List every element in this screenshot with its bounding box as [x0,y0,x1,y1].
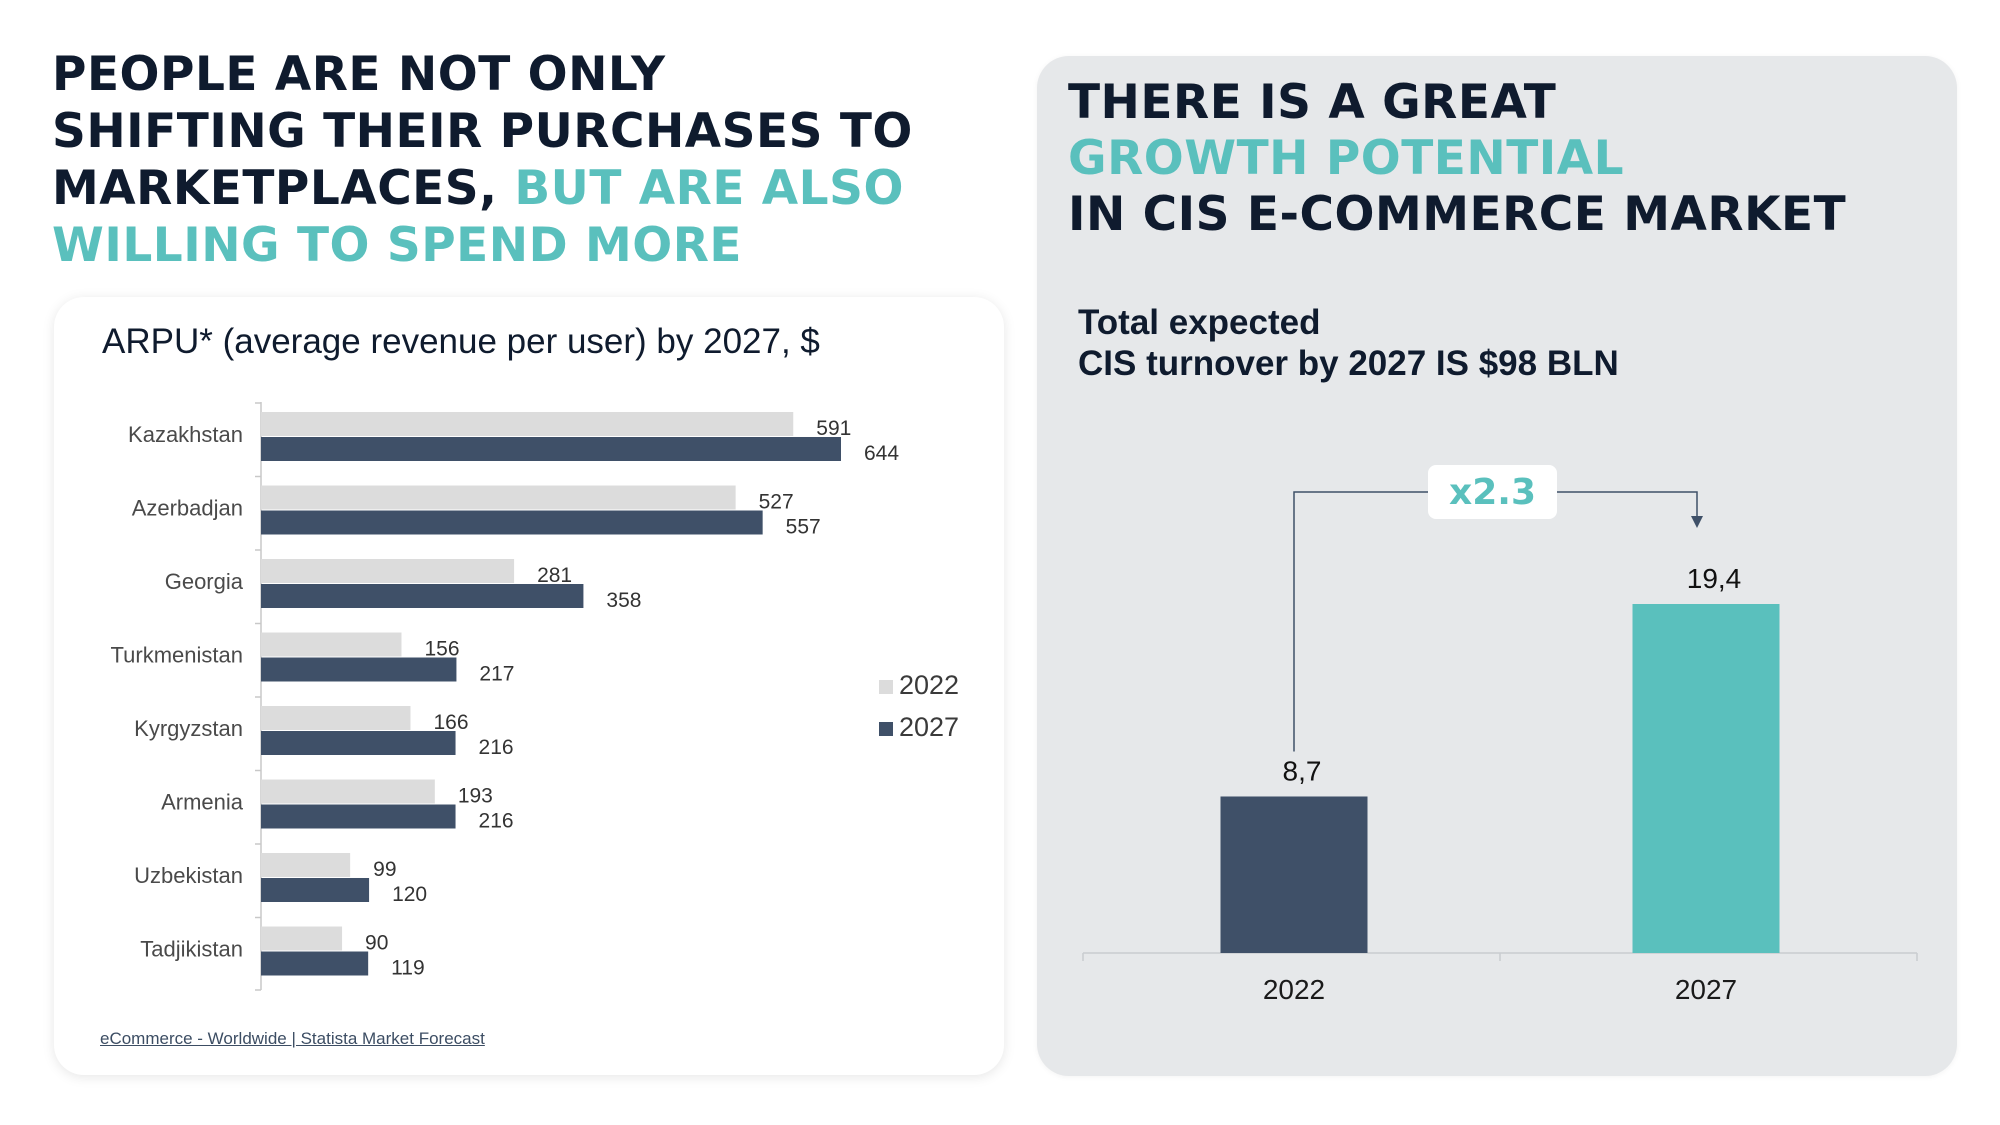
bar-2022 [261,412,794,436]
left-headline-line-1: PEOPLE ARE NOT ONLY [52,47,666,102]
bar-value-label-2022: 156 [424,638,459,661]
bar-value-label-2022: 166 [434,711,469,734]
legend-swatch-2022 [879,680,893,694]
bar-value-label-2022: 99 [373,858,396,881]
bar-value-label-2022: 90 [365,932,388,955]
bar-value-label-2027: 216 [479,810,514,833]
arpu-chart-title: ARPU* (average revenue per user) by 2027… [102,322,820,361]
bar-value-label-2027: 358 [606,589,641,612]
right-headline: THERE IS A GREAT GROWTH POTENTIAL IN CIS… [1068,75,1846,243]
left-headline-line-3-dark: MARKETPLACES, [52,161,515,216]
turnover-subtitle-line-2: CIS turnover by 2027 IS $98 BLN [1078,344,1619,383]
left-headline-line-4: WILLING TO SPEND MORE [52,218,743,273]
connector-arrowhead [1691,516,1703,528]
x-category-label: 2022 [1263,974,1325,1005]
left-headline: PEOPLE ARE NOT ONLY SHIFTING THEIR PURCH… [52,46,913,274]
bar-2027 [261,804,456,829]
category-label: Tadjikistan [140,937,243,962]
legend-label-2022: 2022 [899,670,959,700]
bar-2022 [261,853,351,877]
category-label: Georgia [165,569,244,594]
bar-2022 [261,559,515,583]
bar-value-label-2022: 193 [458,785,493,808]
multiplier-badge: x2.3 [1428,465,1557,519]
bar-2027 [261,584,584,608]
bar-2027 [261,657,457,682]
bar-2027 [261,951,369,976]
source-link[interactable]: eCommerce - Worldwide | Statista Market … [100,1029,485,1048]
bar-value-label: 19,4 [1687,563,1742,594]
bar-2027 [261,731,456,755]
bar-value-label-2027: 119 [391,957,424,980]
bar-2027 [261,437,841,461]
bar-2022 [261,706,411,730]
bar-value-label-2027: 216 [479,736,514,759]
bar-2022 [261,779,435,804]
left-headline-line-3-highlight: BUT ARE ALSO [514,161,904,216]
bar-2022 [261,485,736,510]
right-headline-line-3: IN CIS E-COMMERCE MARKET [1068,187,1847,242]
turnover-subtitle-line-1: Total expected [1078,303,1321,342]
left-headline-line-2: SHIFTING THEIR PURCHASES TO [52,104,913,159]
growth-card [1037,56,1957,1076]
bar-2022 [261,632,402,657]
bar-value-label-2027: 120 [392,883,427,906]
x-category-label: 2027 [1675,974,1737,1005]
right-headline-line-1: THERE IS A GREAT [1068,75,1557,130]
category-label: Turkmenistan [111,643,243,668]
bar-value-label-2027: 217 [479,663,514,686]
turnover-bar-chart: 8,7 2022 19,4 2027 [1082,491,1918,1005]
legend-swatch-2027 [879,722,893,736]
bar-value-label-2022: 591 [816,417,851,440]
category-label: Kyrgyzstan [134,716,243,741]
bar-2022 [261,926,343,951]
bar-value-label: 8,7 [1283,755,1322,786]
bar-value-label-2027: 644 [864,442,899,465]
legend-label-2027: 2027 [899,712,959,742]
category-label: Kazakhstan [128,422,243,447]
bar-value-label-2022: 527 [759,491,794,514]
bar-2027 [261,510,763,535]
bar-2022 [1220,796,1368,953]
right-headline-line-2: GROWTH POTENTIAL [1068,131,1625,186]
left-headline-line-3: MARKETPLACES, BUT ARE ALSO [52,160,913,217]
category-label: Armenia [161,790,244,815]
bar-2027 [1632,604,1780,953]
bar-value-label-2027: 557 [786,516,821,539]
category-label: Azerbadjan [132,496,243,521]
bar-2027 [261,878,370,902]
category-label: Uzbekistan [134,863,243,888]
bar-value-label-2022: 281 [537,564,572,587]
